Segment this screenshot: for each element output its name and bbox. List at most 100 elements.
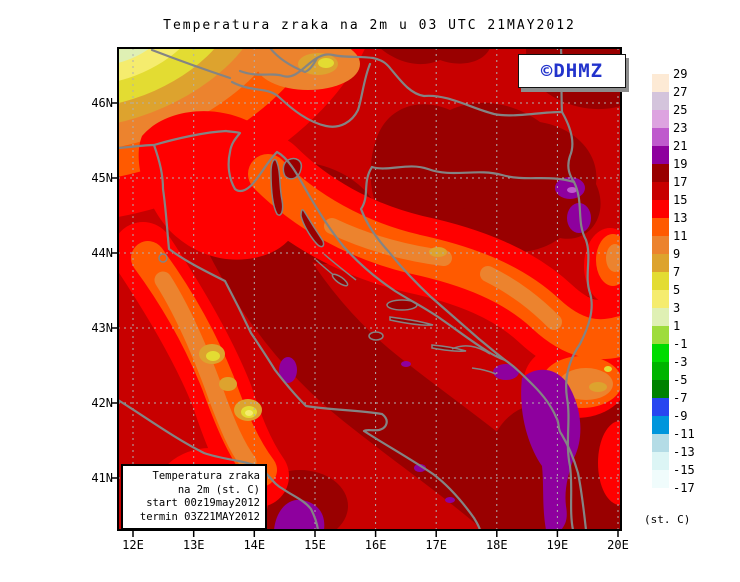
border-hungary-croatia: [238, 53, 564, 117]
adriatic-islands: [158, 157, 497, 375]
colorbar-cell: [652, 254, 669, 272]
dhmz-watermark: ©DHMZ: [518, 54, 626, 88]
colorbar-label--17: -17: [673, 481, 695, 495]
coastline-croatia: [118, 129, 588, 530]
colorbar-cell: [652, 200, 669, 218]
colorbar-label-25: 25: [673, 103, 688, 117]
colorbar-cell: [652, 344, 669, 362]
graticule-gridlines: [118, 48, 621, 530]
field-blob: [589, 382, 607, 392]
colorbar-label--1: -1: [673, 337, 688, 351]
info-line-start: start 00z19may2012: [146, 497, 260, 509]
lon-label-20E: 20E: [607, 538, 629, 552]
colorbar-label--15: -15: [673, 463, 695, 477]
lon-label-19E: 19E: [546, 538, 569, 552]
colorbar-cell: [652, 416, 669, 434]
island-vis: [368, 331, 384, 341]
border-alps-italy: [150, 48, 232, 80]
field-blob: [414, 464, 426, 472]
colorbar-cell: [652, 290, 669, 308]
field-blob: [274, 499, 325, 530]
lon-label-18E: 18E: [485, 538, 508, 552]
lat-label-44N: 44N: [91, 246, 113, 260]
lon-label-15E: 15E: [304, 538, 326, 552]
axis-ticks: [111, 102, 619, 537]
border-croatia-serbia: [560, 110, 576, 184]
info-box: Temperatura zraka na 2m (st. C) start 00…: [121, 464, 267, 530]
colorbar-cell: [652, 92, 669, 110]
colorbar-label-7: 7: [673, 265, 681, 279]
colorbar-label-29: 29: [673, 67, 688, 81]
field-blob: [401, 361, 411, 367]
lon-label-16E: 16E: [364, 538, 387, 552]
field-band: [248, 154, 621, 360]
field-blob: [606, 244, 621, 272]
island-small: [158, 253, 168, 263]
colorbar-cell: [652, 380, 669, 398]
colorbar-label-27: 27: [673, 85, 688, 99]
colorbar-cell: [652, 182, 669, 200]
colorbar-cell: [652, 308, 669, 326]
field-blob: [559, 368, 613, 400]
colorbar-label-5: 5: [673, 283, 681, 297]
colorbar-cell: [652, 398, 669, 416]
colorbar-cell: [652, 164, 669, 182]
lat-label-41N: 41N: [91, 471, 113, 485]
colorbar-label-3: 3: [673, 301, 681, 315]
info-line-field: Temperatura zraka: [152, 470, 260, 482]
border-slovenia-croatia: [230, 62, 372, 128]
island-korcula: [431, 344, 467, 352]
colorbar-label--3: -3: [673, 355, 688, 369]
border-drina-montenegro: [565, 180, 593, 530]
colorbar-label-19: 19: [673, 157, 688, 171]
lon-label-17E: 17E: [425, 538, 448, 552]
field-blob: [118, 48, 295, 152]
field-blob: [567, 187, 577, 193]
colorbar-label--7: -7: [673, 391, 688, 405]
colorbar-label-21: 21: [673, 139, 688, 153]
page-title: Temperatura zraka na 2m u 03 UTC 21MAY20…: [163, 18, 576, 33]
colorbar-cell: [652, 146, 669, 164]
field-blob: [429, 247, 447, 257]
field-blob: [604, 366, 612, 372]
coastline-italy-adriatic: [152, 143, 482, 530]
field-blob: [206, 351, 220, 361]
field-blob: [245, 410, 253, 416]
colorbar-label-11: 11: [673, 229, 688, 243]
field-blob: [521, 369, 581, 530]
colorbar-label-17: 17: [673, 175, 688, 189]
field-blob: [118, 48, 202, 85]
island-cres: [270, 158, 284, 216]
field-blob: [567, 203, 591, 233]
field-blob: [279, 357, 297, 383]
lon-label-13E: 13E: [182, 538, 205, 552]
island-kornati: [331, 273, 349, 287]
lat-label-45N: 45N: [91, 171, 113, 185]
colorbar-cell: [652, 236, 669, 254]
colorbar-label-15: 15: [673, 193, 688, 207]
info-line-termin: termin 03Z21MAY2012: [139, 510, 260, 523]
colorbar-label--13: -13: [673, 445, 695, 459]
colorbar-cell: [652, 272, 669, 290]
field-band: [154, 271, 257, 471]
colorbar-cell: [652, 362, 669, 380]
field-band: [324, 218, 452, 266]
island-hvar: [389, 316, 434, 326]
island-pag: [300, 209, 325, 248]
border-sava-bosnia: [370, 165, 576, 184]
lat-label-43N: 43N: [91, 321, 113, 335]
lat-label-46N: 46N: [91, 96, 113, 110]
colorbar-cell: [652, 74, 669, 92]
temperature-field: [118, 48, 621, 530]
colorbar-cell: [652, 110, 669, 128]
colorbar-cell: [652, 326, 669, 344]
colorbar-label-1: 1: [673, 319, 681, 333]
colorbar-label--9: -9: [673, 409, 688, 423]
colorbar-cell: [652, 470, 669, 488]
lat-label-42N: 42N: [91, 396, 113, 410]
field-blob: [118, 48, 332, 183]
field-band: [480, 266, 562, 330]
island-mljet: [471, 367, 497, 375]
